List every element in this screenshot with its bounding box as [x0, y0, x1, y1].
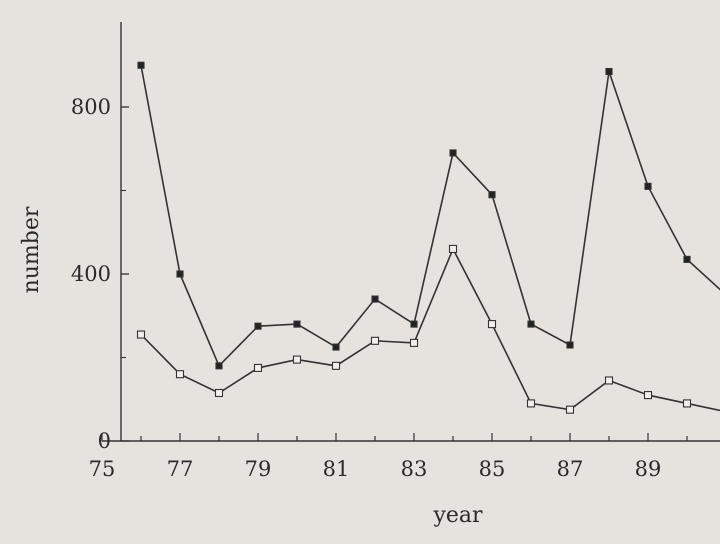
series-1-point: [411, 321, 417, 327]
series-1-point: [333, 344, 339, 350]
series-1-point: [138, 62, 144, 68]
series-layer: [138, 62, 720, 415]
series-2-point: [138, 331, 145, 338]
series-2-point: [255, 364, 262, 371]
series-2-point: [528, 400, 535, 407]
y-axis-label: number: [19, 206, 44, 293]
series-1: [138, 62, 720, 369]
series-2-point: [294, 356, 301, 363]
series-2-point: [606, 377, 613, 384]
series-2-point: [567, 406, 574, 413]
x-tick-label: 77: [167, 457, 194, 481]
series-2-point: [684, 400, 691, 407]
x-axis-label: year: [432, 503, 483, 528]
y-tick-label: 800: [71, 95, 111, 119]
series-2-point: [372, 337, 379, 344]
series-1-point: [372, 296, 378, 302]
series-1-point: [294, 321, 300, 327]
series-1-point: [216, 363, 222, 369]
x-tick-label: 89: [635, 457, 662, 481]
x-tick-label: 83: [401, 457, 428, 481]
series-2-point: [645, 392, 652, 399]
x-tick-label: 75: [89, 457, 116, 481]
series-1-point: [489, 192, 495, 198]
axes: 0 400 800 75 77 79 81 83 85 87 89: [71, 22, 720, 481]
series-2-point: [411, 339, 418, 346]
series-2-point: [216, 389, 223, 396]
series-1-point: [255, 323, 261, 329]
series-1-point: [567, 342, 573, 348]
series-1-point: [645, 183, 651, 189]
series-1-point: [684, 256, 690, 262]
series-2: [138, 245, 720, 415]
x-tick-label: 87: [557, 457, 584, 481]
y-tick-label: 400: [71, 262, 111, 286]
y-tick-label: 0: [98, 429, 111, 453]
series-1-point: [450, 150, 456, 156]
x-tick-label: 81: [323, 457, 350, 481]
series-1-point: [528, 321, 534, 327]
series-2-point: [333, 362, 340, 369]
series-2-point: [489, 321, 496, 328]
series-2-point: [177, 371, 184, 378]
x-tick-label: 79: [245, 457, 272, 481]
series-2-line: [141, 249, 720, 412]
series-1-point: [177, 271, 183, 277]
series-1-line: [141, 65, 720, 366]
series-2-point: [450, 245, 457, 252]
x-tick-label: 85: [479, 457, 506, 481]
series-1-point: [606, 69, 612, 75]
